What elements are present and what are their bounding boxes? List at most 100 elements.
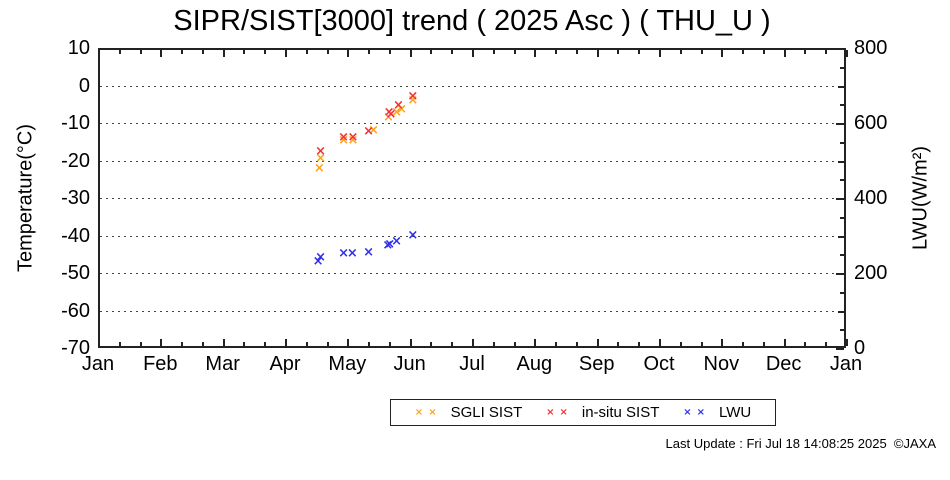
- tick-mark-top: [409, 50, 412, 57]
- y-left-tick-label: -50: [61, 262, 90, 284]
- tick-mark-top: [222, 50, 225, 57]
- x-tick-label: Aug: [516, 353, 553, 375]
- tick-mark-top: [243, 50, 246, 54]
- data-point-marker: ×: [315, 150, 326, 166]
- tick-mark-top: [659, 50, 661, 57]
- data-point-marker: ×: [338, 246, 350, 262]
- y-right-tick-label: 200: [854, 262, 888, 284]
- tick-mark-bottom: [513, 342, 516, 346]
- x-marker-icon: ×: [559, 406, 568, 418]
- x-tick-label: Feb: [143, 353, 178, 375]
- tick-mark-top: [139, 50, 142, 54]
- x-tick-label: Jan: [81, 353, 115, 375]
- page-title: SIPR/SIST[3000] trend ( 2025 Asc ) ( THU…: [173, 5, 771, 37]
- legend-label: in-situ SIST: [581, 403, 660, 421]
- tick-mark-bottom: [783, 339, 786, 346]
- legend-item-insitu-sist: × × in-situ SIST: [546, 403, 660, 421]
- data-point-marker: ×: [315, 249, 326, 265]
- tick-mark-right: [840, 291, 844, 294]
- tick-mark-bottom: [638, 342, 641, 346]
- data-point-marker: ×: [392, 98, 404, 114]
- data-point-marker: ×: [368, 123, 379, 139]
- tick-mark-right: [836, 273, 844, 275]
- y-left-tick-label: 0: [78, 74, 90, 97]
- data-point-marker: ×: [346, 246, 358, 262]
- data-point-marker: ×: [383, 104, 395, 120]
- data-point-marker: ×: [382, 237, 394, 253]
- tick-mark-bottom: [721, 339, 724, 346]
- tick-mark-top: [285, 50, 287, 57]
- tick-mark-bottom: [492, 342, 495, 346]
- tick-mark-top: [700, 50, 703, 54]
- tick-mark-top: [617, 50, 620, 54]
- data-point-marker: ×: [384, 236, 396, 252]
- tick-mark-top: [513, 50, 516, 54]
- legend-item-lwu: × × LWU: [683, 404, 751, 421]
- tick-mark-bottom: [118, 342, 121, 346]
- x-tick-label: Jun: [393, 353, 426, 375]
- tick-mark-bottom: [804, 342, 807, 346]
- tick-mark-bottom: [305, 342, 308, 346]
- x-tick-label: May: [328, 353, 367, 375]
- tick-mark-top: [555, 50, 558, 54]
- tick-mark-right: [840, 179, 844, 182]
- tick-mark-top: [160, 50, 163, 57]
- last-update-text: Last Update : Fri Jul 18 14:08:25 2025 ©…: [665, 436, 936, 451]
- tick-mark-bottom: [326, 342, 329, 346]
- tick-mark-bottom: [596, 339, 599, 346]
- data-point-marker: ×: [363, 244, 374, 260]
- tick-mark-top: [762, 50, 765, 54]
- tick-mark-bottom: [388, 342, 391, 346]
- tick-mark-top: [638, 50, 641, 54]
- tick-mark-bottom: [825, 342, 828, 346]
- gridline: [100, 310, 844, 312]
- x-tick-label: Dec: [765, 353, 802, 375]
- tick-mark-right: [836, 198, 844, 200]
- tick-mark-top: [305, 50, 308, 54]
- tick-mark-bottom: [846, 339, 848, 346]
- data-point-marker: ×: [363, 124, 374, 140]
- tick-mark-top: [451, 50, 454, 54]
- tick-mark-bottom: [617, 342, 620, 346]
- tick-mark-bottom: [264, 342, 267, 346]
- legend: × × SGLI SIST × × in-situ SIST × × LWU: [390, 399, 776, 426]
- tick-mark-top: [825, 50, 828, 54]
- legend-label: SGLI SIST: [450, 403, 523, 421]
- legend-item-sgli-sist: × × SGLI SIST: [415, 403, 523, 421]
- tick-mark-bottom: [472, 339, 474, 346]
- tick-mark-top: [472, 50, 474, 57]
- x-tick-label: Mar: [205, 353, 240, 375]
- data-point-marker: ×: [315, 143, 326, 159]
- y-left-tick-label: -60: [61, 299, 90, 322]
- y-left-tick-label: -30: [61, 187, 90, 209]
- gridline: [100, 198, 844, 199]
- x-tick-label: Nov: [703, 353, 740, 375]
- data-point-marker: ×: [312, 253, 324, 269]
- y-right-tick-label: 800: [854, 37, 888, 59]
- data-point-marker: ×: [407, 88, 419, 104]
- tick-mark-bottom: [222, 339, 225, 346]
- data-point-marker: ×: [391, 105, 403, 121]
- data-point-marker: ×: [396, 101, 408, 117]
- tick-mark-bottom: [368, 342, 371, 346]
- y-right-tick-label: 400: [854, 187, 888, 209]
- y-left-tick-label: -40: [61, 224, 90, 247]
- tick-mark-top: [181, 50, 184, 54]
- x-tick-label: Jan: [829, 353, 863, 375]
- y-left-tick-label: -20: [61, 149, 90, 172]
- x-tick-label: Jul: [459, 353, 485, 375]
- tick-mark-top: [388, 50, 391, 54]
- tick-mark-top: [326, 50, 329, 54]
- gridline: [100, 123, 844, 124]
- tick-mark-top: [721, 50, 724, 57]
- x-marker-icon: ×: [428, 406, 437, 418]
- y-axis-left-title: Temperature(°C): [14, 123, 37, 273]
- tick-mark-right: [840, 329, 844, 332]
- tick-mark-bottom: [742, 342, 745, 346]
- tick-mark-bottom: [679, 342, 682, 346]
- tick-mark-top: [347, 50, 350, 57]
- tick-mark-bottom: [347, 339, 350, 346]
- tick-mark-top: [596, 50, 599, 57]
- y-left-tick-label: 10: [67, 37, 90, 59]
- x-marker-icon: ×: [696, 406, 705, 418]
